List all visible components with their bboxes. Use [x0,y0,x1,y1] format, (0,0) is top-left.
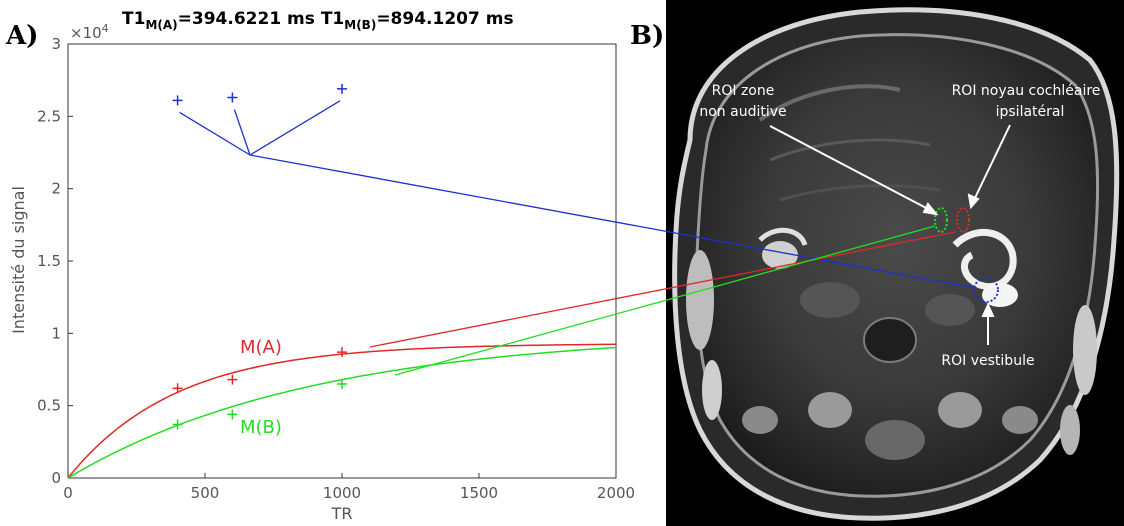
roi-zone-label-1: ROI zone [712,83,775,99]
data-point-series-2 [172,95,183,106]
y-tick-label: 2 [51,180,61,198]
y-multiplier: ×104 [70,22,109,42]
roi-zone-non-auditive [934,207,948,233]
roi-noyau-cochleaire [956,207,970,233]
blue-connector [233,109,251,156]
curve-label-m-a: M(A) [240,337,282,358]
data-point-series-0 [172,383,183,394]
chart-title: T1M(A)=394.6221 ms T1M(B)=894.1207 ms [122,9,514,32]
x-tick-label: 2000 [597,484,635,502]
x-tick-label: 1000 [323,484,361,502]
annotation-arrows [769,124,1011,345]
data-point-series-2 [337,83,347,94]
x-tick-label: 500 [191,484,220,502]
x-tick-label: 1500 [460,484,498,502]
data-points [172,83,347,430]
data-point-series-0 [227,374,238,385]
y-tick-label: 0 [51,469,61,487]
blue-connector [249,100,341,156]
green-connector [394,225,936,376]
axis-ticks: 0 500 1000 1500 2000 0 0.5 1 1.5 2 2.5 3 [37,35,635,502]
blue-connector [179,111,251,156]
y-axis-label: Intensité du signal [9,186,28,334]
roi-noyau-label-1: ROI noyau cochléaire [952,83,1101,99]
curve-label-m-b: M(B) [240,417,282,438]
plot-area [67,43,617,479]
roi-vestibule [973,277,999,303]
y-tick-label: 0.5 [37,397,61,415]
x-axis-label: TR [331,504,353,523]
data-point-series-1 [172,419,183,430]
red-connector [369,231,956,348]
connector-lines [179,100,976,376]
data-point-series-0 [337,347,347,358]
x-tick-label: 0 [63,484,73,502]
panel-a-label: A) [5,21,38,51]
vestibule-connector [249,154,976,289]
roi-noyau-label-2: ipsilatéral [996,104,1065,120]
y-tick-label: 2.5 [37,107,61,125]
data-point-series-1 [337,378,347,389]
data-point-series-2 [227,92,238,103]
data-point-series-1 [227,409,238,420]
y-tick-label: 1.5 [37,252,61,270]
y-tick-label: 1 [51,324,61,342]
roi-zone-label-2: non auditive [699,104,786,120]
panel-b-label: B) [630,21,664,51]
mri-image [666,0,1124,526]
y-tick-label: 3 [51,35,61,53]
roi-vestibule-label: ROI vestibule [941,353,1034,369]
